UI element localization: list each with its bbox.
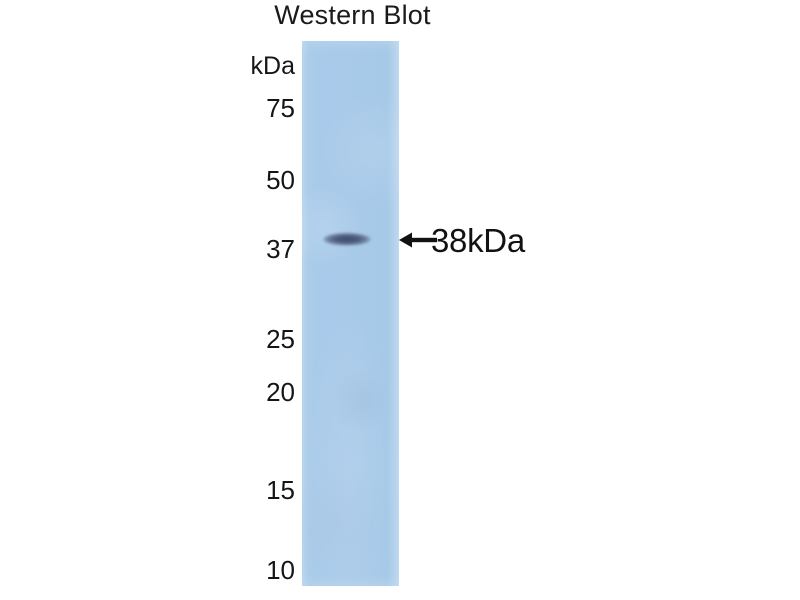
- ladder-mark-20: 20: [266, 377, 295, 407]
- ladder-mark-10: 10: [266, 555, 295, 585]
- ladder-mark-25: 25: [266, 324, 295, 354]
- ladder-unit-label: kDa: [250, 52, 295, 80]
- ladder-mark-75: 75: [266, 93, 295, 123]
- ladder-mark-37: 37: [266, 234, 295, 264]
- protein-band: [323, 232, 371, 247]
- left-arrow-icon: [399, 232, 437, 248]
- ladder-mark-15: 15: [266, 475, 295, 505]
- gel-lane: [302, 41, 399, 586]
- band-annotation-label: 38kDa: [431, 222, 525, 259]
- figure-title: Western Blot: [274, 0, 431, 30]
- ladder-mark-50: 50: [266, 165, 295, 195]
